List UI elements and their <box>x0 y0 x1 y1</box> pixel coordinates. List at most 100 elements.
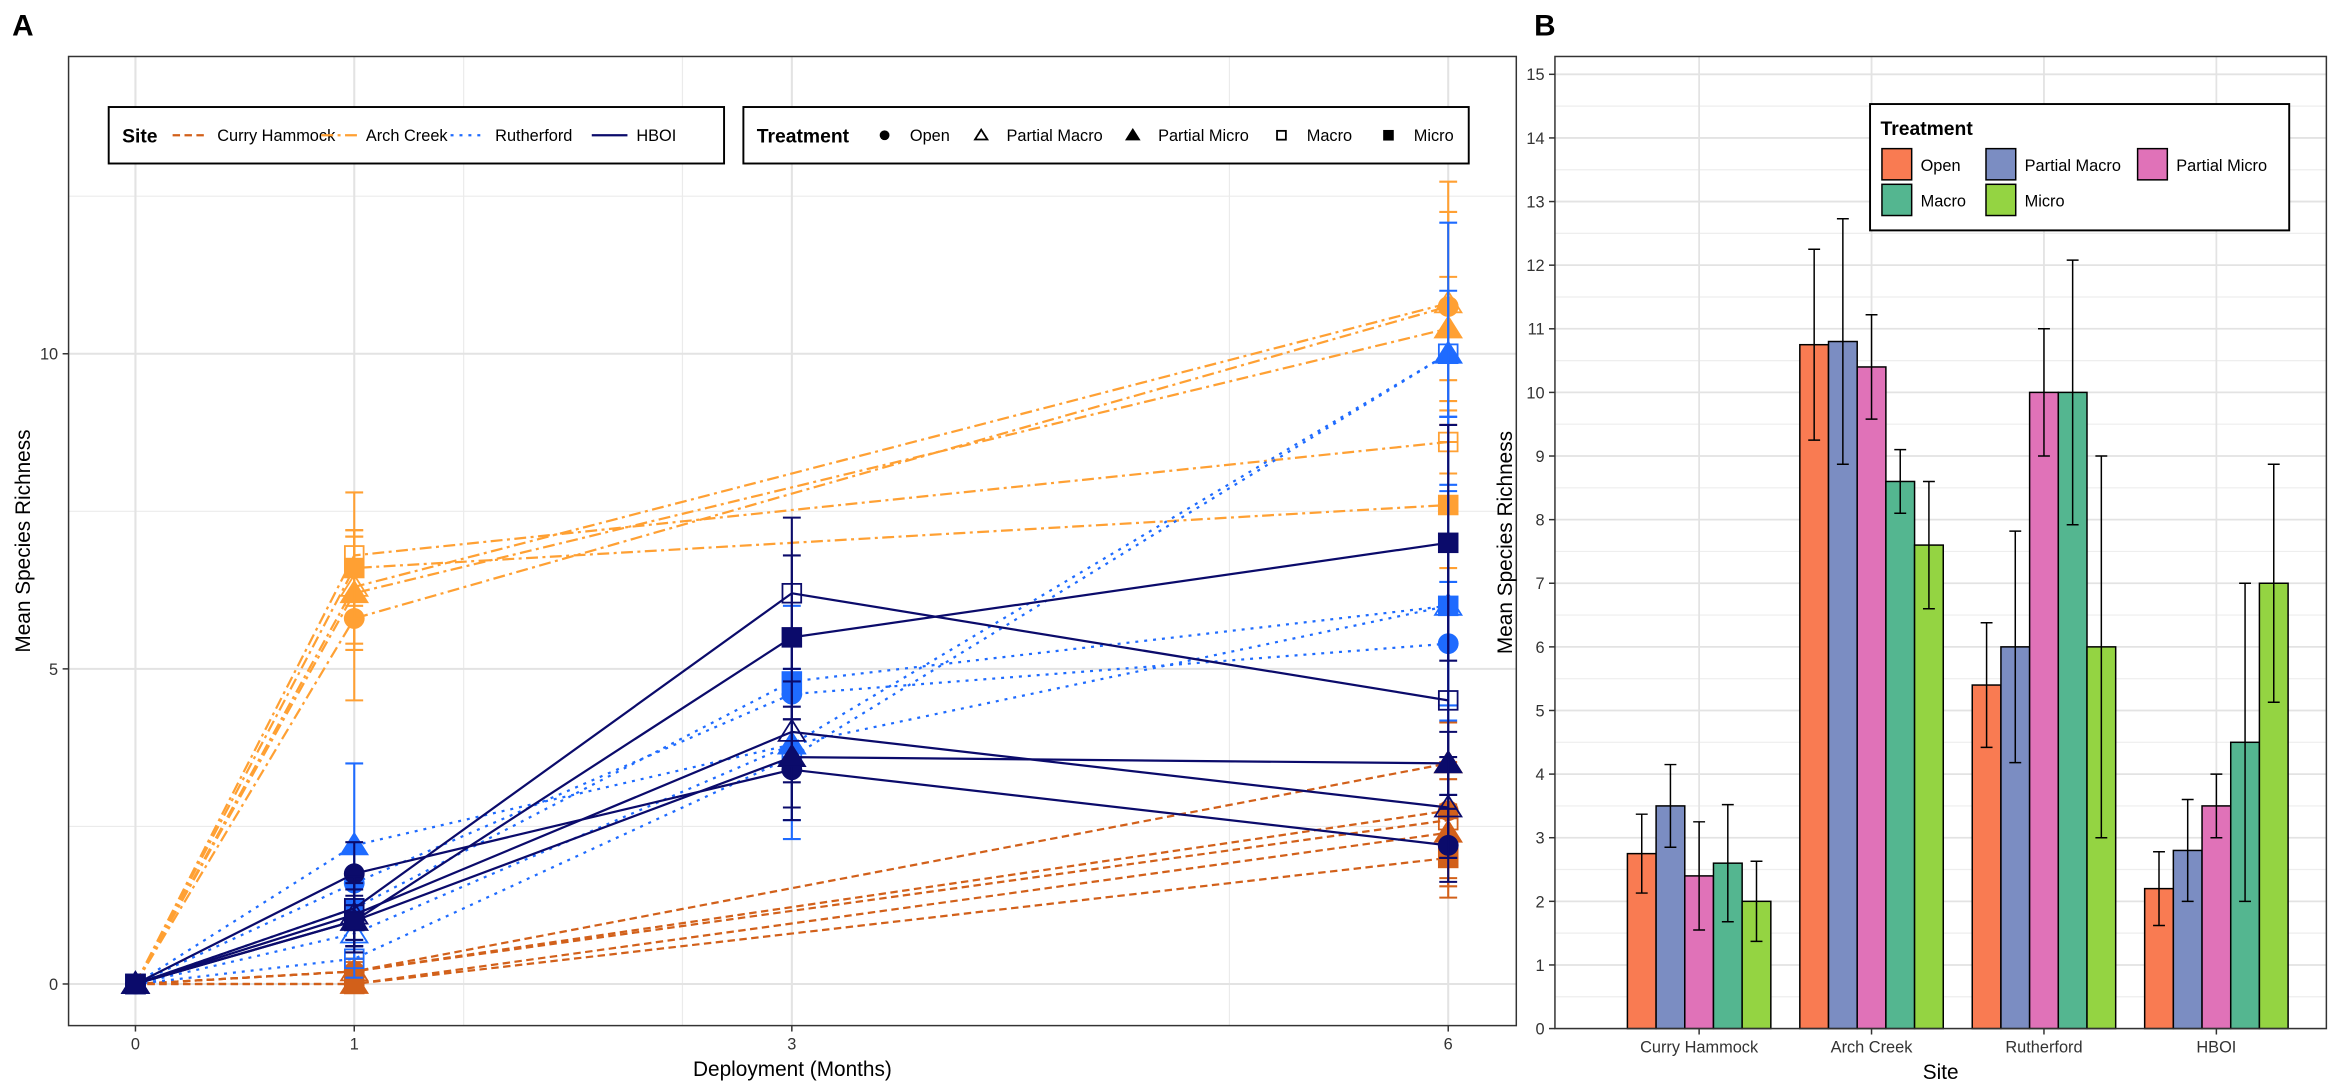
series-line <box>135 604 1449 986</box>
legend-label: Partial Macro <box>1006 127 1102 145</box>
x-tick-label: 1 <box>350 1035 359 1053</box>
error-bar <box>2267 463 2280 703</box>
bar-partial-micro <box>2201 805 2232 1030</box>
y-tick-label: 12 <box>1526 257 1544 275</box>
y-tick-label: 3 <box>1535 830 1544 848</box>
legend-box <box>742 106 1470 165</box>
series-hboi-micro <box>125 423 1459 995</box>
legend-key <box>1881 183 1913 217</box>
legend-title: Treatment <box>1880 119 1973 140</box>
x-tick-label: HBOI <box>2196 1038 2236 1056</box>
legend-label: Partial Micro <box>1158 127 1249 145</box>
legend-label: Open <box>1921 157 1961 175</box>
legend-treatment: Treatment Open Partial Macro Partial Micro M… <box>742 106 1470 165</box>
error-bar <box>2181 798 2194 903</box>
legend-label: Arch Creek <box>366 127 449 145</box>
data-point <box>1437 532 1459 554</box>
error-bar <box>1980 621 1993 749</box>
data-point <box>125 973 146 995</box>
x-tick-label: Rutherford <box>2005 1038 2082 1056</box>
legend-key <box>1985 147 2017 181</box>
error-bar <box>2066 259 2079 526</box>
data-point <box>1437 343 1459 365</box>
legend-title: Treatment <box>757 127 850 148</box>
series-line <box>134 768 1449 985</box>
series-line <box>135 604 1449 986</box>
bar-macro <box>1885 480 1916 1030</box>
error-bar <box>1922 480 1935 610</box>
data-point <box>343 863 365 885</box>
error-bar <box>1750 860 1763 943</box>
y-tick-label: 9 <box>1535 448 1544 466</box>
legend-label: Micro <box>2025 193 2065 211</box>
legend-label: Curry Hammock <box>217 127 336 145</box>
data-point <box>777 743 807 767</box>
y-tick-label: 5 <box>1535 702 1544 720</box>
series-line <box>135 730 1449 986</box>
panel-label-a: A <box>12 10 33 43</box>
y-tick-label: 10 <box>1526 384 1544 402</box>
error-bar <box>1894 448 1907 515</box>
legend-box <box>1869 103 2291 232</box>
y-tick-label: 10 <box>40 346 58 364</box>
x-tick-label: Arch Creek <box>1831 1038 1914 1056</box>
y-axis-title: Mean Species Richness <box>12 429 35 652</box>
y-tick-label: 0 <box>49 976 58 994</box>
x-tick-label: 6 <box>1444 1035 1453 1053</box>
plot-border <box>1554 55 2328 1030</box>
bar-partial-micro <box>1856 366 1887 1030</box>
error-bar <box>2210 773 2223 839</box>
data-point <box>1437 690 1459 711</box>
series-line <box>135 541 1449 986</box>
error-bar <box>1693 821 1706 931</box>
y-tick-label: 7 <box>1535 575 1544 593</box>
bar-partial-micro <box>2028 391 2060 1030</box>
series-line <box>134 305 1449 985</box>
error-bar <box>1721 803 1734 923</box>
legend-label: Macro <box>1307 127 1352 145</box>
y-tick-label: 1 <box>1535 957 1544 975</box>
legend-title: Site <box>122 127 158 148</box>
legend-key-shape <box>973 127 990 141</box>
legend-key-shape <box>1383 129 1394 141</box>
series-line <box>135 592 1449 986</box>
legend-label: HBOI <box>636 127 676 145</box>
y-tick-label: 0 <box>1535 1021 1544 1039</box>
y-tick-label: 5 <box>49 661 58 679</box>
error-bar <box>1808 248 1821 441</box>
y-axis-title: Mean Species Richness <box>1494 431 1517 654</box>
data-point <box>343 557 365 579</box>
error-bar <box>2009 530 2022 764</box>
y-tick-label: 8 <box>1535 512 1544 530</box>
plot-border <box>67 55 1518 1027</box>
y-tick-label: 15 <box>1526 66 1544 84</box>
error-bar <box>1865 314 1878 420</box>
x-axis-title: Deployment (Months) <box>693 1058 892 1081</box>
error-bar <box>2153 850 2165 927</box>
legend-label: Partial Macro <box>2025 157 2121 175</box>
series-line <box>134 327 1449 985</box>
error-bar <box>2095 455 2108 839</box>
error-bar <box>1664 763 1677 849</box>
legend-label: Open <box>910 127 950 145</box>
y-tick-label: 4 <box>1535 766 1544 784</box>
data-point <box>343 910 365 932</box>
legend-treatment: Treatment Open Partial Macro Partial Micro M… <box>1869 103 2291 232</box>
series-line <box>134 352 1449 985</box>
error-bar <box>1635 813 1648 894</box>
data-point <box>781 627 803 648</box>
y-tick-label: 2 <box>1535 893 1544 911</box>
legend-key-shape <box>1124 127 1141 141</box>
panel-label-b: B <box>1534 10 1555 43</box>
bar-micro <box>1913 544 1945 1030</box>
legend-key <box>1985 183 2017 217</box>
error-bar <box>2239 582 2252 903</box>
legend-label: Macro <box>1921 193 1966 211</box>
legend-key-shape <box>879 130 890 141</box>
y-tick-label: 13 <box>1526 193 1544 211</box>
x-tick-label: Curry Hammock <box>1640 1038 1759 1056</box>
x-tick-label: 3 <box>787 1035 796 1053</box>
legend-label: Micro <box>1414 127 1454 145</box>
